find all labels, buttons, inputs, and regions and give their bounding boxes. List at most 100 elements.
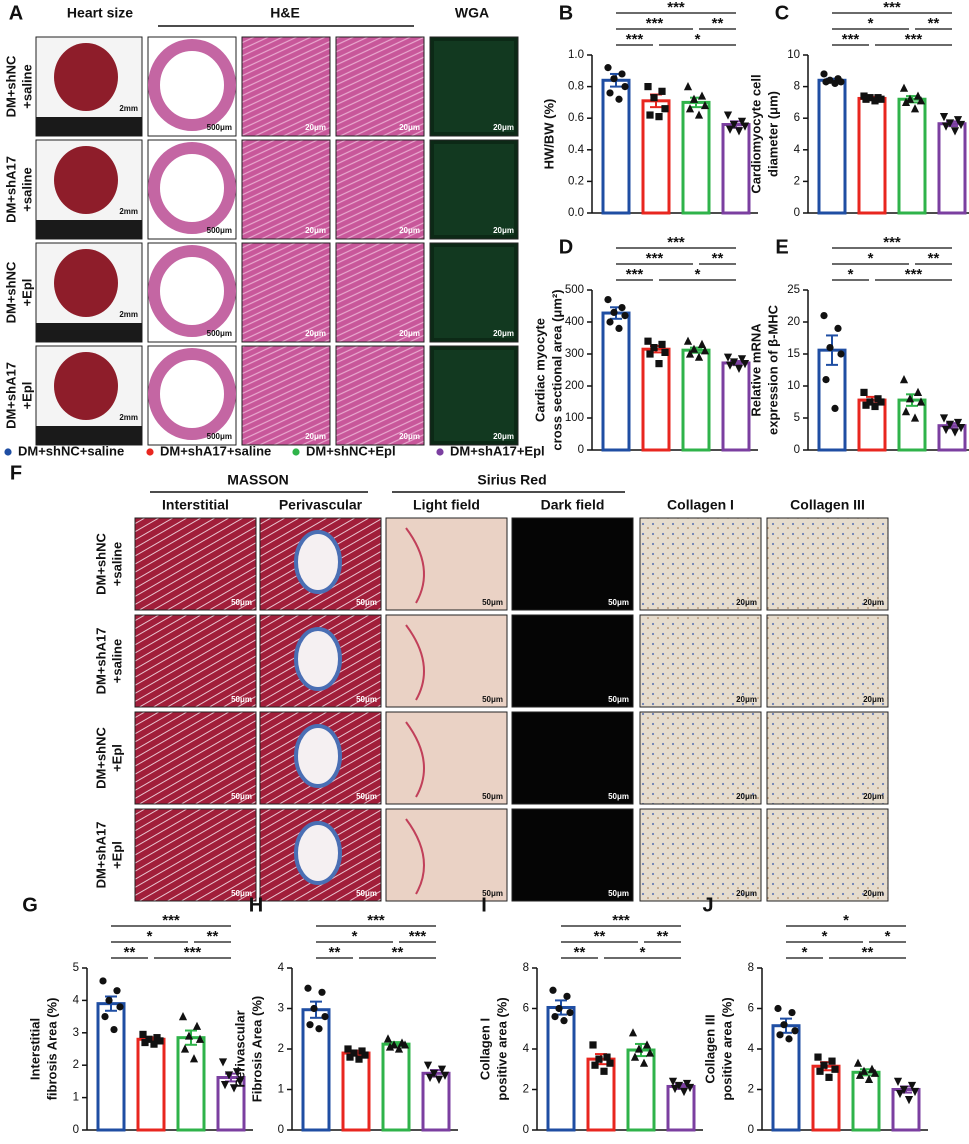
column-header: Collagen I: [667, 497, 734, 513]
significance-label: **: [594, 928, 606, 945]
column-header: WGA: [455, 5, 489, 21]
data-point: [195, 1034, 205, 1043]
data-point: [361, 1051, 369, 1059]
heart-image: [54, 249, 118, 317]
y-axis-title-line: Interstitial: [27, 1018, 42, 1080]
y-tick-label: 0: [748, 1124, 754, 1136]
data-point: [694, 352, 704, 361]
data-point: [224, 1071, 234, 1080]
panel-label: D: [559, 236, 573, 258]
data-point: [700, 100, 710, 110]
data-point: [440, 1071, 450, 1080]
data-point: [184, 1031, 194, 1040]
data-point: [956, 120, 966, 130]
data-point: [618, 70, 626, 78]
scale-label: 20μm: [399, 329, 420, 338]
micrograph: [385, 517, 508, 611]
data-point: [723, 353, 733, 362]
scale-label: 500μm: [207, 329, 232, 338]
bar: [851, 1070, 881, 1132]
significance-label: **: [574, 944, 586, 961]
bar: [601, 311, 631, 452]
y-tick-label: 0.8: [568, 81, 584, 93]
y-tick-label: 2: [278, 1043, 284, 1055]
data-point: [600, 1067, 608, 1075]
scale-label: 20μm: [736, 889, 757, 898]
data-point: [423, 1061, 433, 1070]
scale-label: 50μm: [482, 792, 503, 801]
data-point: [834, 324, 842, 332]
y-tick-label: 5: [73, 962, 79, 974]
bar: [666, 1084, 696, 1132]
y-tick-label: 2: [73, 1059, 79, 1071]
significance-label: **: [712, 15, 724, 32]
data-point: [904, 1096, 914, 1105]
significance-label: *: [885, 928, 891, 945]
wga-texture: [434, 350, 514, 441]
data-point: [658, 87, 666, 95]
y-tick-label: 10: [787, 49, 800, 61]
data-point: [893, 1077, 903, 1086]
micrograph: [241, 36, 331, 137]
data-point: [589, 1041, 597, 1049]
scale-label: 50μm: [608, 695, 629, 704]
data-point: [685, 349, 695, 358]
scale-label: 2mm: [119, 207, 138, 216]
bar: [817, 78, 847, 215]
data-point: [235, 1077, 245, 1086]
panel-label: F: [10, 462, 22, 484]
y-axis-title: Cardiomyocyte cell diameter (μm): [748, 74, 780, 193]
data-point: [674, 1081, 684, 1091]
scale-label: 50μm: [231, 889, 252, 898]
y-tick-label: 100: [565, 412, 584, 424]
micrograph: [385, 808, 508, 902]
section-image: [148, 39, 236, 131]
y-axis-title-line: cross sectional area (μm²): [549, 289, 564, 450]
data-point: [950, 428, 960, 437]
vessel: [294, 821, 342, 885]
micrograph: [241, 242, 331, 343]
micrograph: [385, 614, 508, 708]
data-point: [646, 111, 654, 119]
section-image: [148, 245, 236, 337]
data-point: [566, 1008, 574, 1017]
data-point: [437, 1065, 447, 1074]
data-point: [655, 113, 663, 121]
scale-label: 20μm: [305, 432, 326, 441]
significance-label: *: [822, 928, 828, 945]
data-point: [871, 97, 879, 105]
micrograph: [511, 711, 634, 805]
data-point: [615, 95, 623, 103]
row-label-line: +Epl: [109, 841, 124, 869]
data-point: [729, 120, 739, 130]
section-image: [148, 142, 236, 234]
y-tick-label: 0: [794, 444, 800, 456]
data-point: [145, 1035, 153, 1043]
scale-label: 500μm: [207, 123, 232, 132]
y-axis-title-line: Collagen I: [477, 1018, 492, 1080]
significance-label: **: [712, 250, 724, 267]
data-point: [899, 83, 909, 92]
legend-marker: [292, 448, 300, 456]
data-point: [630, 1052, 640, 1061]
y-axis-title-line: Fibrosis Area (%): [249, 996, 264, 1102]
scale-label: 20μm: [399, 432, 420, 441]
scale-label: 20μm: [493, 226, 514, 235]
data-point: [916, 96, 926, 105]
data-point: [910, 413, 920, 422]
significance-label: ***: [667, 234, 685, 251]
data-point: [606, 318, 614, 326]
data-point: [178, 1012, 188, 1021]
y-axis-title-line: fibrosis Area (%): [44, 998, 59, 1101]
y-axis-title-line: diameter (μm): [765, 91, 780, 177]
data-point: [355, 1055, 363, 1063]
data-point: [939, 414, 949, 423]
data-point: [864, 1074, 874, 1083]
bar: [546, 1005, 576, 1132]
legend-label: DM+shA17+saline: [160, 443, 271, 458]
data-point: [689, 344, 699, 353]
micrograph: [241, 139, 331, 240]
data-point: [866, 94, 874, 102]
micrograph: [134, 808, 257, 902]
